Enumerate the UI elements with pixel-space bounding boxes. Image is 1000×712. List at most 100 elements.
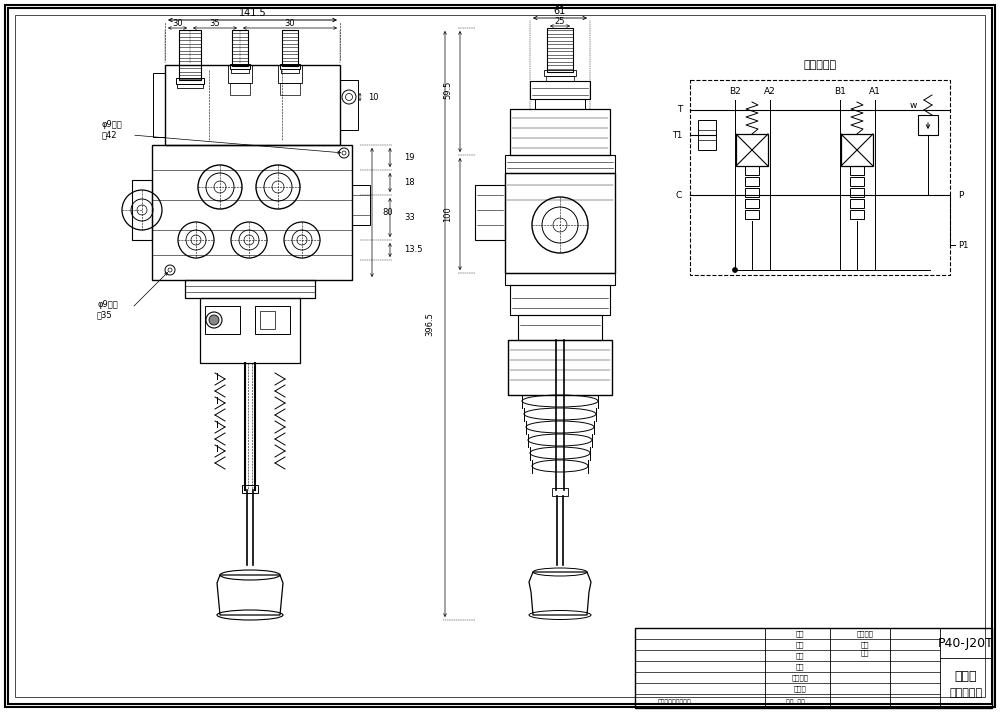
Text: 30: 30 — [172, 19, 183, 28]
Text: 批准: 批准 — [861, 649, 869, 656]
Bar — [230, 64, 250, 69]
Text: A2: A2 — [764, 88, 776, 97]
Text: 100: 100 — [444, 206, 452, 222]
Text: 审核: 审核 — [861, 642, 869, 648]
Bar — [698, 120, 716, 150]
Bar — [850, 199, 864, 208]
Text: 141.5: 141.5 — [239, 8, 266, 18]
Bar — [745, 177, 759, 186]
Text: 多路阀: 多路阀 — [955, 669, 977, 683]
Bar — [850, 177, 864, 186]
Bar — [736, 134, 768, 166]
Text: 13.5: 13.5 — [404, 246, 422, 254]
Bar — [185, 280, 315, 298]
Text: P: P — [958, 191, 963, 199]
Text: w: w — [909, 100, 917, 110]
Bar — [745, 199, 759, 208]
Text: P1: P1 — [958, 241, 968, 249]
Text: C: C — [676, 191, 682, 199]
Text: T: T — [677, 105, 682, 115]
Bar — [918, 115, 938, 135]
Text: 双面合格证随货附带: 双面合格证随货附带 — [658, 699, 692, 705]
Text: 10: 10 — [368, 93, 378, 102]
Text: 图号: 图号 — [796, 630, 804, 637]
Bar — [278, 65, 302, 83]
Circle shape — [209, 315, 219, 325]
Bar — [745, 210, 759, 219]
Bar — [230, 83, 250, 95]
Bar — [177, 84, 203, 88]
Text: B1: B1 — [834, 88, 846, 97]
Text: 61: 61 — [554, 6, 566, 16]
Bar — [205, 306, 240, 334]
Bar — [510, 109, 610, 155]
Bar — [242, 485, 258, 493]
Bar — [231, 69, 249, 73]
Bar — [475, 185, 505, 240]
Polygon shape — [529, 572, 591, 615]
Text: 30: 30 — [285, 19, 295, 28]
Bar — [255, 306, 290, 334]
Text: 25: 25 — [555, 16, 565, 26]
Bar — [153, 73, 165, 137]
Bar — [546, 76, 574, 81]
Bar — [132, 180, 152, 240]
Text: 59.5: 59.5 — [444, 81, 452, 99]
Text: φ9重孔
高35: φ9重孔 高35 — [97, 300, 118, 320]
Text: 材料: 材料 — [796, 642, 804, 648]
Bar — [232, 30, 248, 66]
Text: T1: T1 — [672, 130, 682, 140]
Text: A1: A1 — [869, 88, 881, 97]
Bar — [505, 155, 615, 173]
Bar — [745, 188, 759, 197]
Bar — [281, 69, 299, 73]
Text: 80: 80 — [382, 208, 393, 217]
Text: 外型尺寸图: 外型尺寸图 — [949, 688, 983, 698]
Bar — [530, 81, 590, 99]
Text: 图样性质: 图样性质 — [856, 630, 874, 637]
Bar — [535, 99, 585, 109]
Bar — [552, 488, 568, 496]
Bar — [505, 173, 615, 273]
Bar — [518, 315, 602, 340]
Bar — [260, 311, 275, 329]
Text: P40-J20T: P40-J20T — [938, 637, 994, 649]
Text: 重量: 重量 — [796, 663, 804, 670]
Bar — [179, 30, 201, 80]
Text: 33: 33 — [404, 213, 415, 222]
Text: 35: 35 — [210, 19, 220, 28]
Bar — [850, 188, 864, 197]
Bar — [547, 28, 573, 72]
Text: φ9重孔
高42: φ9重孔 高42 — [102, 120, 123, 140]
Bar — [635, 628, 992, 708]
Text: 18: 18 — [404, 178, 415, 187]
Circle shape — [732, 268, 738, 273]
Bar — [352, 185, 370, 225]
Text: 396.5: 396.5 — [426, 312, 434, 336]
Bar — [508, 340, 612, 395]
Text: 件数: 件数 — [796, 652, 804, 659]
Bar — [282, 30, 298, 66]
Bar — [841, 134, 873, 166]
Text: 液压原理图: 液压原理图 — [803, 60, 837, 70]
Text: 19: 19 — [404, 153, 415, 162]
Bar — [544, 70, 576, 76]
Text: 工艺路线: 工艺路线 — [792, 674, 808, 681]
Text: B2: B2 — [729, 88, 741, 97]
Bar — [176, 78, 204, 84]
Bar — [850, 210, 864, 219]
Bar — [340, 80, 358, 130]
Bar — [228, 65, 252, 83]
Bar — [152, 145, 352, 280]
Bar — [510, 285, 610, 315]
Bar — [850, 166, 864, 175]
Bar — [505, 273, 615, 285]
Bar — [745, 166, 759, 175]
Text: 签人  日期: 签人 日期 — [786, 699, 804, 705]
Bar — [690, 80, 950, 275]
Bar — [165, 65, 340, 145]
Bar — [200, 298, 300, 363]
Polygon shape — [217, 575, 283, 615]
Bar — [280, 64, 300, 69]
Bar — [280, 83, 300, 95]
